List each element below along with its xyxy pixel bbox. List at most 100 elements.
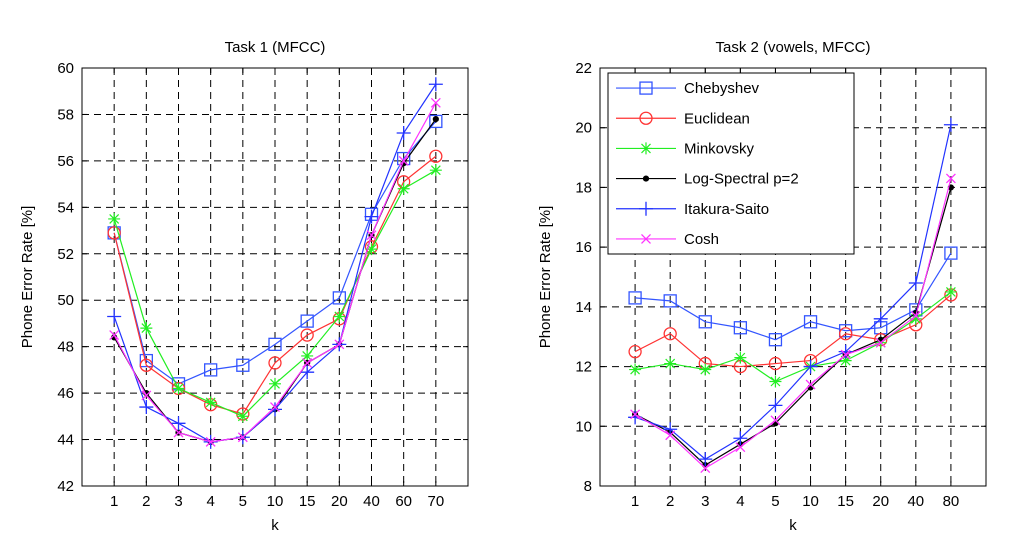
series-line-cosh [634,178,952,469]
data-point-chebyshev [236,358,250,372]
data-point-minkovsky [108,212,121,225]
data-point-euclidean [139,358,153,372]
y-tick-label: 56 [57,153,74,170]
series-line-minkovsky [634,291,952,383]
data-point-chebyshev [663,294,677,308]
y-tick-label: 12 [575,359,592,376]
data-point-chebyshev [332,291,346,305]
data-point-euclidean [628,344,642,359]
x-tick-label: 20 [331,493,348,510]
data-point-cosh [173,427,184,438]
data-point-cosh [334,339,345,350]
y-tick-label: 52 [57,246,74,263]
data-point-itakura-saito [300,365,315,380]
ticks: 1 2 3 4 5 10 15 20 40 60 70 42 44 46 48 50 52 54 56 58 60 [57,60,468,510]
x-axis-label: k [271,517,279,534]
data-point-euclidean [838,327,853,341]
x-tick-label: 2 [666,493,674,510]
x-tick-label: 80 [943,493,960,510]
data-point-minkovsky [769,375,782,388]
legend-marker [639,111,653,125]
series-itakura-saito [107,77,443,449]
data-point-cosh [237,432,248,443]
series-line-chebyshev [635,252,952,341]
data-point-minkovsky [365,243,378,256]
x-tick-label: 5 [239,493,247,510]
data-point-itakura-saito [943,117,958,132]
data-point-itakura-saito [663,422,678,437]
x-tick-label: 70 [427,493,444,510]
y-axis-label: Phone Error Rate [%] [537,206,554,349]
legend-label: Minkovsky [684,140,755,157]
data-point-minkovsky [699,363,712,376]
x-tick-label: 4 [206,493,214,510]
legend-label: Cosh [684,231,719,248]
data-point-minkovsky [172,382,185,395]
data-point-euclidean [429,149,443,163]
data-point-cosh [302,357,313,368]
data-point-itakura-saito [733,431,748,446]
legend-item-minkovsky: Minkovsky [616,140,755,157]
data-point-cosh [430,97,441,108]
data-point-cosh [205,436,216,447]
data-point-itakura-saito [107,309,122,324]
legend: Chebyshev Euclidean Minkovsky Log-Spectral … [607,72,855,255]
x-tick-label: 3 [174,493,182,510]
data-point-chebyshev [944,246,958,260]
series-chebyshev [107,114,443,391]
data-point-minkovsky [236,410,249,423]
data-point-chebyshev [803,315,818,329]
legend-item-chebyshev: Chebyshev [616,80,760,97]
data-point-euclidean [107,226,121,240]
data-point-euclidean [663,327,677,341]
data-point-chebyshev [698,315,712,329]
grid [82,68,468,486]
data-point-cosh [270,402,280,413]
legend-marker [640,142,652,155]
data-point-itakura-saito [139,400,154,415]
chart-title: Task 2 (vowels, MFCC) [715,39,870,56]
data-point-itakura-saito [803,359,818,374]
y-tick-label: 18 [575,179,592,196]
data-point-minkovsky [839,354,852,367]
data-point-cosh [398,155,409,166]
chart-title: Task 1 (MFCC) [225,39,326,56]
data-point-cosh [665,430,676,441]
y-tick-label: 54 [57,199,74,216]
data-point-cosh [910,310,921,321]
data-point-chebyshev [429,114,443,129]
data-point-itakura-saito [396,126,411,141]
legend-item-cosh: Cosh [616,231,719,248]
x-tick-label: 5 [771,493,779,510]
x-tick-label: 2 [142,493,150,510]
data-point-minkovsky [664,357,677,370]
x-tick-label: 4 [736,493,744,510]
series-cosh [109,97,441,447]
legend-label: Euclidean [684,110,750,127]
series-line-log-spectral-p-2 [634,187,952,466]
data-point-cosh [840,349,851,360]
data-point-cosh [945,173,956,184]
y-tick-label: 44 [57,432,74,449]
x-tick-label: 15 [837,493,854,510]
data-point-chebyshev [733,321,748,335]
y-tick-label: 20 [575,120,592,137]
data-point-cosh [805,379,816,390]
x-tick-label: 40 [907,493,924,510]
data-point-itakura-saito [364,209,379,224]
data-point-itakura-saito [268,402,282,417]
data-point-minkovsky [909,312,922,325]
data-point-itakura-saito [428,77,443,92]
x-tick-label: 1 [631,493,639,510]
series-line-euclidean [113,155,437,415]
y-tick-label: 14 [575,299,592,316]
data-point-minkovsky [269,377,281,390]
x-axis-label: k [789,517,797,534]
series-minkovsky [108,164,442,423]
legend-box [607,72,855,255]
data-point-itakura-saito [768,398,783,413]
y-tick-label: 50 [57,292,74,309]
data-point-minkovsky [944,285,957,298]
y-tick-label: 10 [575,418,592,435]
